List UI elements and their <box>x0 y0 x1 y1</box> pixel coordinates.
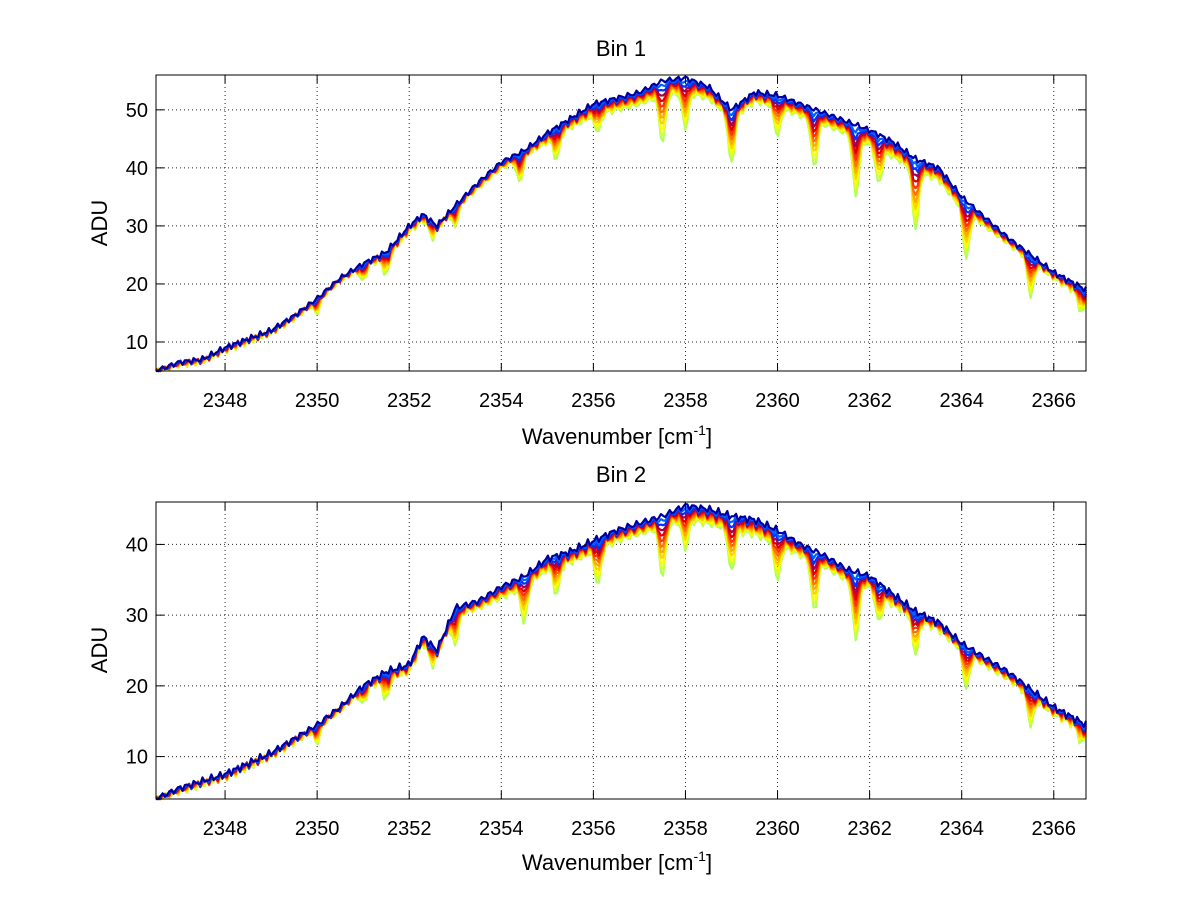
spectra <box>155 75 1088 373</box>
y-tick-label: 30 <box>126 216 148 238</box>
y-tick-label: 10 <box>126 332 148 354</box>
x-axis-label: Wavenumber [cm-1] <box>522 422 712 449</box>
y-tick-label: 20 <box>126 274 148 296</box>
x-axis-label-sup: -1 <box>694 848 707 864</box>
x-tick-label: 2354 <box>479 818 524 840</box>
y-tick-label: 40 <box>126 158 148 180</box>
ticks: 2348 2350 2352 2354 2356 2358 2360 2362 2364 2366… <box>126 502 1086 840</box>
x-tick-label: 2350 <box>295 818 340 840</box>
y-tick-label: 10 <box>126 747 148 769</box>
x-tick-label: 2348 <box>203 818 248 840</box>
x-tick-label: 2362 <box>847 390 892 412</box>
x-tick-label: 2358 <box>663 818 708 840</box>
x-tick-label: 2354 <box>479 390 524 412</box>
x-tick-label: 2350 <box>295 390 340 412</box>
grid <box>156 502 1086 799</box>
y-axis-label: ADU <box>87 200 112 246</box>
x-tick-label: 2364 <box>939 818 984 840</box>
x-axis-label-end: ] <box>706 424 712 449</box>
y-axis-label: ADU <box>87 627 112 673</box>
y-tick-label: 40 <box>126 534 148 556</box>
x-axis-label-text: Wavenumber [cm <box>522 424 694 449</box>
x-tick-label: 2366 <box>1032 390 1077 412</box>
x-tick-label: 2364 <box>939 390 984 412</box>
x-tick-label: 2352 <box>387 390 432 412</box>
plot-area <box>155 74 1087 372</box>
x-tick-label: 2362 <box>847 818 892 840</box>
y-tick-label: 50 <box>126 100 148 122</box>
subplot-bin-1: 2348 2350 2352 2354 2356 2358 2360 2362 2364 2366… <box>87 36 1088 449</box>
x-axis-label: Wavenumber [cm-1] <box>522 848 712 875</box>
x-tick-label: 2356 <box>571 390 616 412</box>
spectrum-series-line <box>156 503 1088 801</box>
x-axis-label-text: Wavenumber [cm <box>522 850 694 875</box>
plot-area <box>155 501 1087 800</box>
x-axis-label-sup: -1 <box>694 422 707 438</box>
x-tick-label: 2352 <box>387 818 432 840</box>
chart-title: Bin 1 <box>596 36 646 61</box>
x-tick-label: 2366 <box>1032 818 1077 840</box>
subplot-bin-2: 2348 2350 2352 2354 2356 2358 2360 2362 2364 2366… <box>87 462 1088 875</box>
plot-border <box>155 501 1087 800</box>
spectra <box>155 503 1088 801</box>
y-tick-label: 20 <box>126 676 148 698</box>
spectrum-series-line <box>156 75 1087 373</box>
x-tick-label: 2360 <box>755 390 800 412</box>
chart-title: Bin 2 <box>596 462 646 487</box>
x-axis-label-end: ] <box>706 850 712 875</box>
y-tick-label: 30 <box>126 605 148 627</box>
plot-border <box>155 74 1087 372</box>
x-tick-label: 2356 <box>571 818 616 840</box>
ticks: 2348 2350 2352 2354 2356 2358 2360 2362 2364 2366… <box>126 75 1086 412</box>
x-tick-label: 2360 <box>755 818 800 840</box>
x-tick-label: 2348 <box>203 390 248 412</box>
x-tick-label: 2358 <box>663 390 708 412</box>
